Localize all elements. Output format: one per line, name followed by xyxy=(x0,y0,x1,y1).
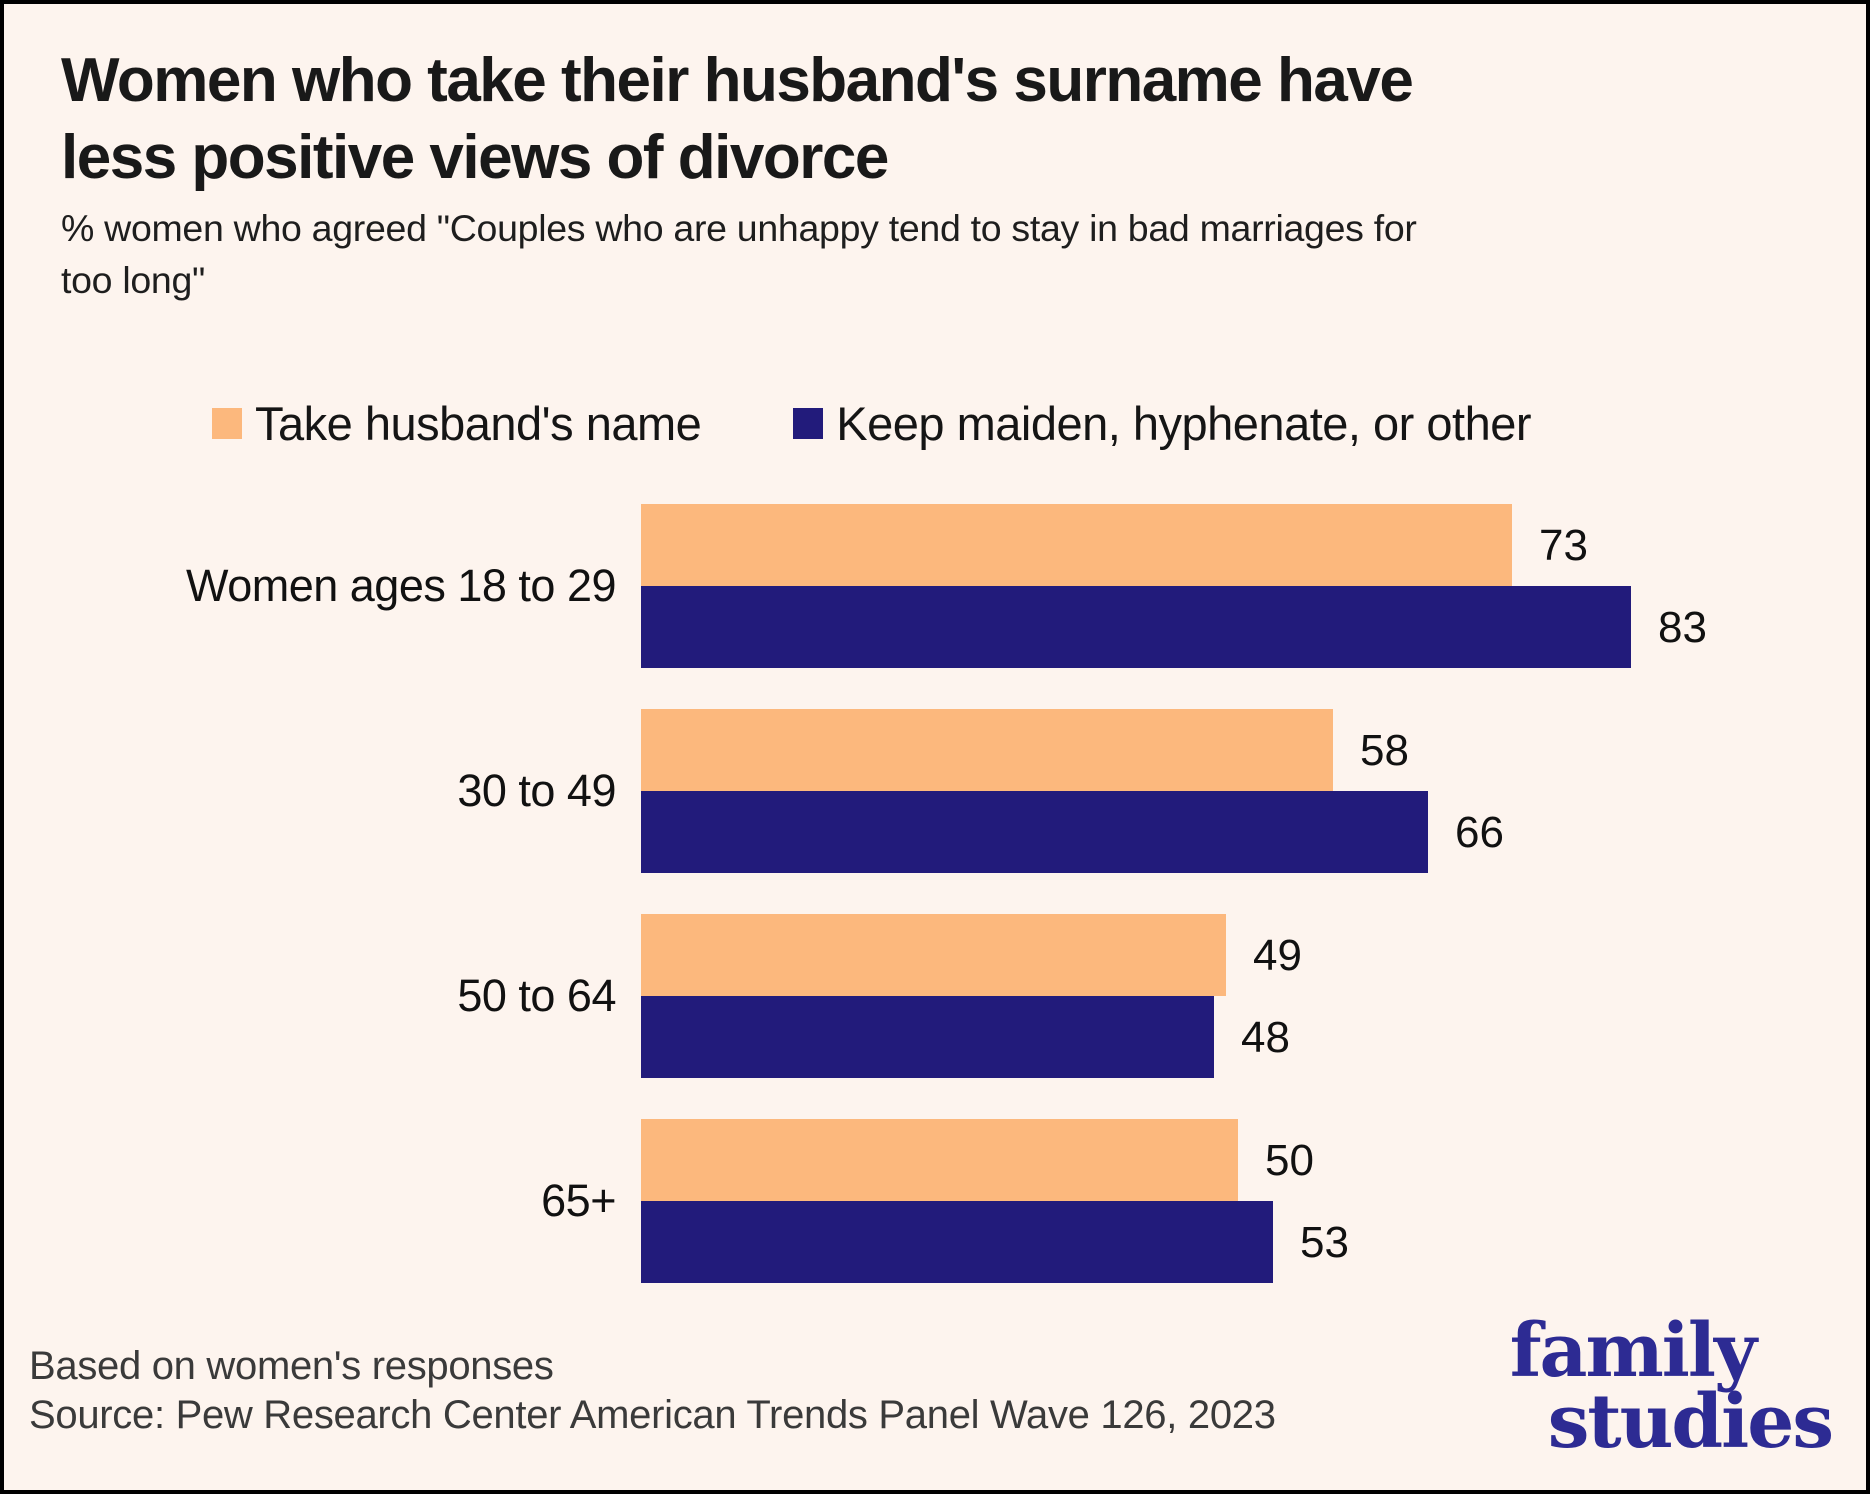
bar-take-husbands-name xyxy=(641,914,1226,996)
chart-subtitle: % women who agreed "Couples who are unha… xyxy=(61,202,1761,306)
logo-line-studies: studies xyxy=(1547,1379,1834,1465)
legend-label-keep-maiden: Keep maiden, hyphenate, or other xyxy=(836,397,1531,450)
legend-swatch-navy xyxy=(793,408,824,439)
bar-take-husbands-name xyxy=(641,709,1333,791)
legend-swatch-orange xyxy=(212,408,242,439)
category-label: Women ages 18 to 29 xyxy=(186,560,616,611)
value-label: 73 xyxy=(1539,521,1588,570)
family-studies-logo: family studies xyxy=(1509,1308,1834,1465)
value-label: 53 xyxy=(1300,1218,1349,1267)
chart-title-line-1: Women who take their husband's surname h… xyxy=(61,46,1414,115)
footer-note: Based on women's responses xyxy=(29,1344,554,1388)
value-label: 50 xyxy=(1265,1136,1314,1185)
chart-title: Women who take their husband's surname h… xyxy=(61,42,1761,196)
legend-item-keep-maiden: Keep maiden, hyphenate, or other xyxy=(793,396,1531,451)
chart-area: Women ages 18 to 29 73 83 30 to 49 58 66 50 to… xyxy=(4,4,1866,1490)
legend-label-take-husbands-name: Take husband's name xyxy=(255,397,702,450)
value-label: 83 xyxy=(1658,603,1707,652)
chart-legend: Take husband's name Keep maiden, hyphena… xyxy=(212,396,1531,451)
bar-keep-maiden xyxy=(641,586,1631,668)
value-label: 58 xyxy=(1360,726,1409,775)
footer-source: Source: Pew Research Center American Tre… xyxy=(29,1393,1276,1437)
bar-keep-maiden xyxy=(641,1201,1273,1283)
logo-line-family: family xyxy=(1509,1308,1757,1394)
chart-footer: Based on women's responses Source: Pew R… xyxy=(29,1342,1276,1440)
category-label: 30 to 49 xyxy=(457,765,616,816)
category-label: 50 to 64 xyxy=(457,970,616,1021)
bar-keep-maiden xyxy=(641,791,1428,873)
chart-subtitle-line-2: too long" xyxy=(61,259,206,301)
legend-item-take-husbands-name: Take husband's name xyxy=(212,396,702,451)
bar-take-husbands-name xyxy=(641,1119,1238,1201)
value-label: 49 xyxy=(1253,931,1302,980)
category-label: 65+ xyxy=(541,1175,616,1226)
value-label: 48 xyxy=(1241,1013,1290,1062)
chart-subtitle-line-1: % women who agreed "Couples who are unha… xyxy=(61,207,1417,249)
bar-keep-maiden xyxy=(641,996,1214,1078)
bar-take-husbands-name xyxy=(641,504,1512,586)
chart-title-line-2: less positive views of divorce xyxy=(61,123,889,192)
value-label: 66 xyxy=(1455,808,1504,857)
